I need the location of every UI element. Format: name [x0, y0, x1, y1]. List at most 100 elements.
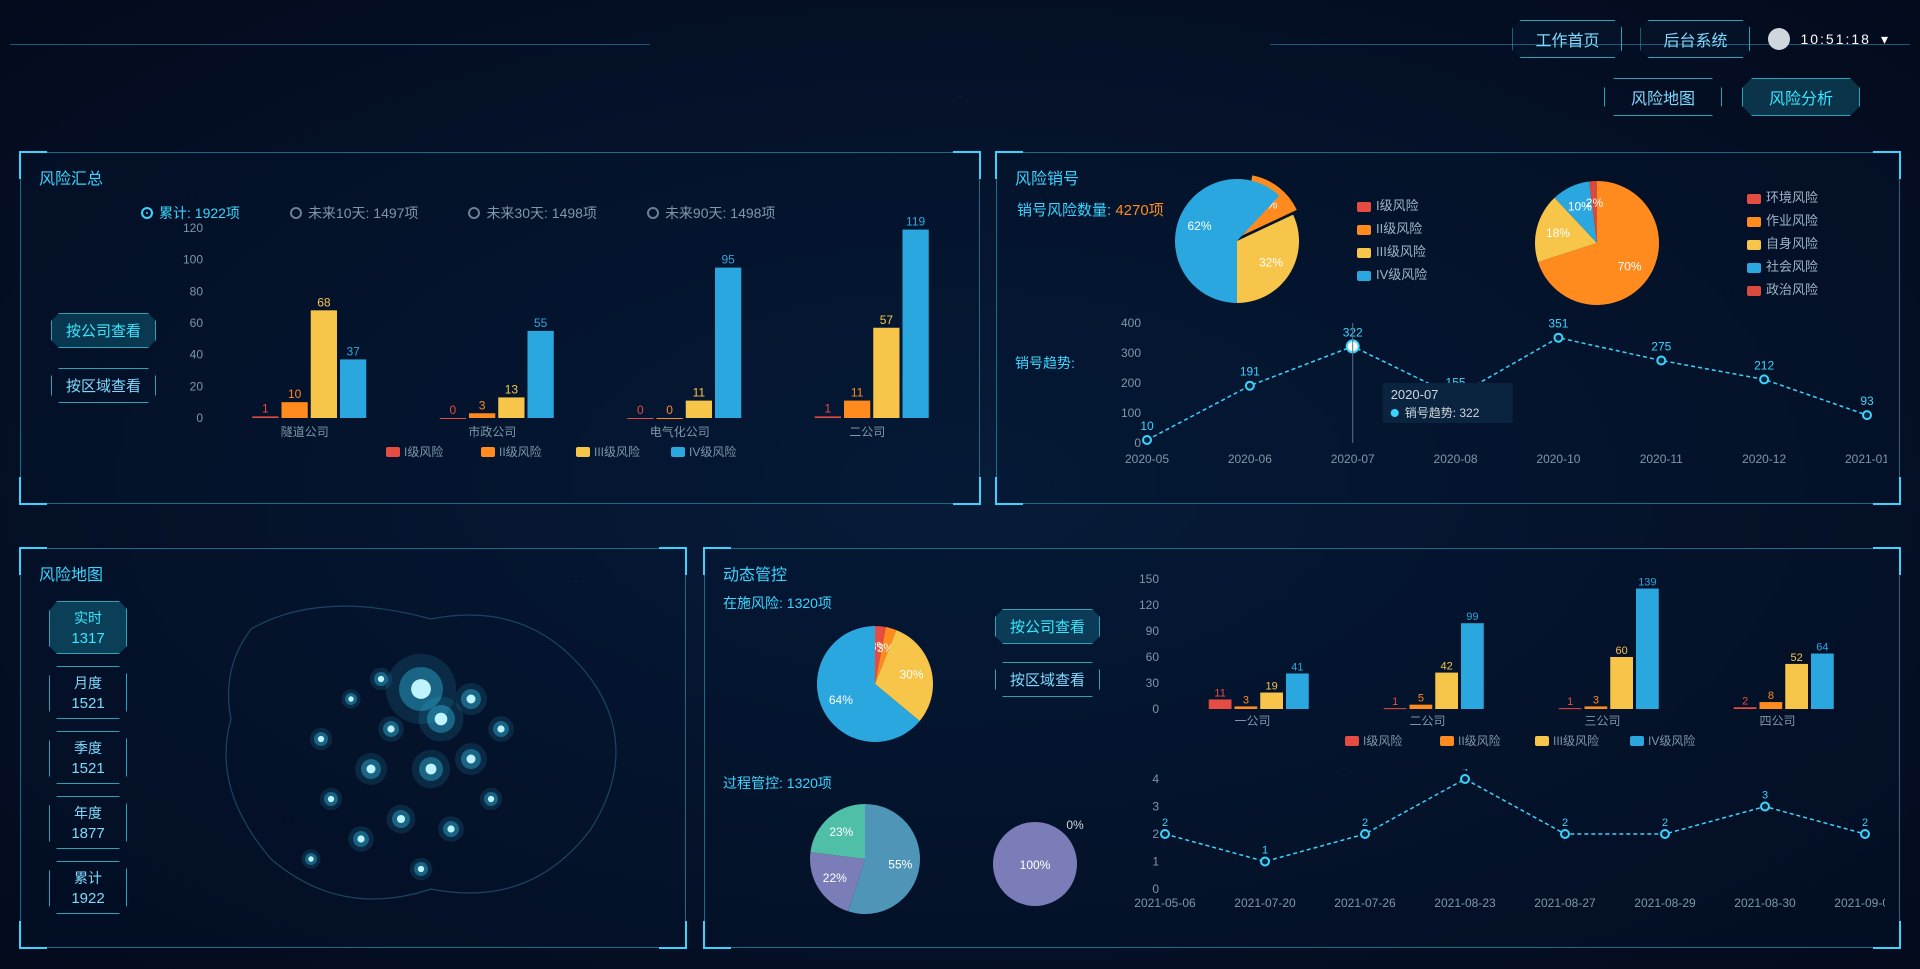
map-period-buttons: 实时1317 月度1521 季度1521 年度1877 累计1922: [49, 601, 127, 914]
svg-text:2021-08-27: 2021-08-27: [1534, 896, 1596, 910]
user-time-block: 10:51:18 ▾: [1768, 28, 1890, 50]
dynamic-view-toggle: 按公司查看 按区域查看: [995, 609, 1100, 697]
svg-text:351: 351: [1548, 317, 1568, 331]
china-map-graphic: [171, 569, 651, 929]
svg-text:2021-07-26: 2021-07-26: [1334, 896, 1396, 910]
svg-text:2021-05-06: 2021-05-06: [1134, 896, 1196, 910]
svg-text:275: 275: [1651, 340, 1671, 354]
svg-text:90: 90: [1146, 624, 1160, 638]
svg-text:2020-12: 2020-12: [1742, 452, 1786, 466]
svg-text:23%: 23%: [829, 825, 853, 839]
tab-risk-analysis[interactable]: 风险分析: [1742, 78, 1860, 116]
svg-text:2: 2: [1662, 817, 1668, 829]
svg-text:120: 120: [1139, 598, 1159, 612]
svg-text:2021-08-30: 2021-08-30: [1734, 896, 1796, 910]
svg-text:100%: 100%: [1020, 858, 1051, 872]
map-period-button[interactable]: 月度1521: [49, 666, 127, 719]
dynamic-pie-active: 3%3%30%64%: [795, 609, 965, 759]
panel-risk-summary: 风险汇总 累计: 1922项未来10天: 1497项未来30天: 1498项未来…: [20, 152, 980, 504]
closure-trend-chart: 0100200300400102020-051912020-063222020-…: [1107, 313, 1887, 493]
svg-text:0: 0: [196, 411, 203, 425]
svg-text:52: 52: [1791, 652, 1803, 664]
work-home-button[interactable]: 工作首页: [1512, 20, 1622, 58]
svg-text:120: 120: [183, 221, 203, 235]
closure-pie-level: 3%15%32%62%: [1147, 171, 1387, 311]
svg-text:0: 0: [1134, 436, 1141, 450]
svg-text:I级风险: I级风险: [404, 444, 443, 459]
svg-text:2: 2: [1162, 817, 1168, 829]
svg-text:0: 0: [666, 403, 673, 417]
svg-text:10: 10: [1140, 419, 1154, 433]
backend-button[interactable]: 后台系统: [1640, 20, 1750, 58]
svg-text:2%: 2%: [1586, 196, 1604, 210]
dynamic-bar-chart: 03060901201501131941一公司154299二公司1360139三…: [1125, 569, 1885, 759]
svg-text:19: 19: [1266, 681, 1278, 693]
svg-text:212: 212: [1754, 358, 1774, 372]
svg-text:IV级风险: IV级风险: [689, 444, 736, 459]
svg-text:销号趋势: 322: 销号趋势: 322: [1405, 406, 1480, 420]
svg-text:2: 2: [1562, 817, 1568, 829]
svg-text:2021-07-20: 2021-07-20: [1234, 896, 1296, 910]
view-by-region-button[interactable]: 按区域查看: [51, 368, 156, 403]
tab-risk-map[interactable]: 风险地图: [1604, 78, 1722, 116]
svg-text:II级风险: II级风险: [499, 444, 542, 459]
svg-text:0%: 0%: [1066, 818, 1084, 832]
svg-text:55%: 55%: [888, 858, 912, 872]
svg-text:隧道公司: 隧道公司: [281, 424, 329, 439]
svg-text:68: 68: [317, 295, 331, 309]
svg-text:2: 2: [1362, 817, 1368, 829]
map-period-button[interactable]: 实时1317: [49, 601, 127, 654]
svg-text:300: 300: [1121, 346, 1141, 360]
avatar-icon[interactable]: [1768, 28, 1790, 50]
svg-text:30: 30: [1146, 676, 1160, 690]
closure-count-label: 销号风险数量:: [1017, 202, 1111, 219]
top-tabs: 风险地图 风险分析: [1604, 78, 1860, 116]
svg-text:400: 400: [1121, 316, 1141, 330]
svg-text:0: 0: [450, 403, 457, 417]
svg-text:2: 2: [1152, 827, 1159, 841]
view-by-company-button[interactable]: 按公司查看: [51, 313, 156, 348]
svg-text:2020-07: 2020-07: [1331, 452, 1375, 466]
svg-text:III级风险: III级风险: [594, 444, 640, 459]
panel-risk-map: 风险地图 实时1317月度1521季度1521年度1877累计1922: [20, 548, 686, 948]
svg-text:电气化公司: 电气化公司: [650, 424, 710, 439]
svg-text:37: 37: [346, 344, 360, 358]
svg-text:市政公司: 市政公司: [468, 424, 516, 439]
svg-text:一公司: 一公司: [1234, 714, 1270, 728]
svg-text:2021-08-23: 2021-08-23: [1434, 896, 1496, 910]
svg-text:III级风险: III级风险: [1553, 733, 1599, 748]
summary-bar-chart: 0204060801001201106837隧道公司031355市政公司0011…: [171, 208, 971, 488]
header-deco-left: [10, 44, 650, 45]
map-period-button[interactable]: 年度1877: [49, 796, 127, 849]
chevron-down-icon[interactable]: ▾: [1881, 31, 1890, 48]
svg-text:2: 2: [1862, 817, 1868, 829]
svg-text:40: 40: [190, 348, 204, 362]
dyn-view-by-region-button[interactable]: 按区域查看: [995, 662, 1100, 697]
map-period-button[interactable]: 季度1521: [49, 731, 127, 784]
clock-label: 10:51:18: [1800, 31, 1871, 47]
dyn-view-by-company-button[interactable]: 按公司查看: [995, 609, 1100, 644]
svg-text:150: 150: [1139, 572, 1159, 586]
svg-text:1: 1: [1567, 696, 1573, 708]
svg-text:0: 0: [1152, 702, 1159, 716]
svg-text:64: 64: [1816, 642, 1828, 654]
svg-text:93: 93: [1860, 394, 1874, 408]
dynamic-pie-process-b: 100% 0%: [985, 809, 1095, 919]
dynamic-line-chart: 0123422021-05-0612021-07-2022021-07-2642…: [1125, 769, 1885, 939]
svg-text:3: 3: [1243, 694, 1249, 706]
closure-legend-level: I级风险II级风险III级风险IV级风险: [1357, 191, 1427, 287]
svg-text:42: 42: [1441, 661, 1453, 673]
svg-text:10: 10: [288, 387, 302, 401]
panel-dynamic-control: 动态管控 在施风险: 1320项 3%3%30%64% 按公司查看 按区域查看 …: [704, 548, 1900, 948]
svg-text:2021-09-08: 2021-09-08: [1834, 896, 1885, 910]
svg-text:3: 3: [479, 398, 486, 412]
svg-text:二公司: 二公司: [1409, 714, 1445, 728]
summary-view-toggle: 按公司查看 按区域查看: [51, 313, 156, 403]
svg-text:22%: 22%: [823, 871, 847, 885]
svg-text:3: 3: [1762, 790, 1768, 802]
svg-text:II级风险: II级风险: [1458, 733, 1501, 748]
closure-legend-type: 环境风险作业风险自身风险社会风险政治风险: [1747, 183, 1818, 302]
svg-text:IV级风险: IV级风险: [1648, 733, 1695, 748]
svg-text:三公司: 三公司: [1584, 714, 1620, 728]
map-period-button[interactable]: 累计1922: [49, 861, 127, 914]
